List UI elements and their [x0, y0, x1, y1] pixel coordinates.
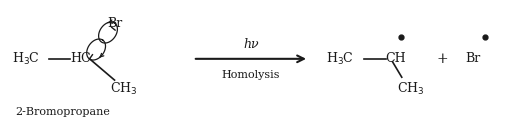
Text: H$_3$C: H$_3$C [327, 51, 354, 67]
Text: CH: CH [385, 52, 406, 65]
Text: +: + [437, 52, 448, 66]
Text: H$_3$C: H$_3$C [12, 51, 40, 67]
Text: Br: Br [466, 52, 481, 65]
Text: HC: HC [70, 52, 90, 65]
Text: CH$_3$: CH$_3$ [110, 81, 137, 97]
Text: 2-Bromopropane: 2-Bromopropane [15, 107, 110, 117]
Text: Homolysis: Homolysis [222, 70, 280, 80]
Text: CH$_3$: CH$_3$ [397, 81, 424, 97]
Text: hν: hν [243, 38, 259, 51]
Text: Br: Br [107, 17, 122, 30]
